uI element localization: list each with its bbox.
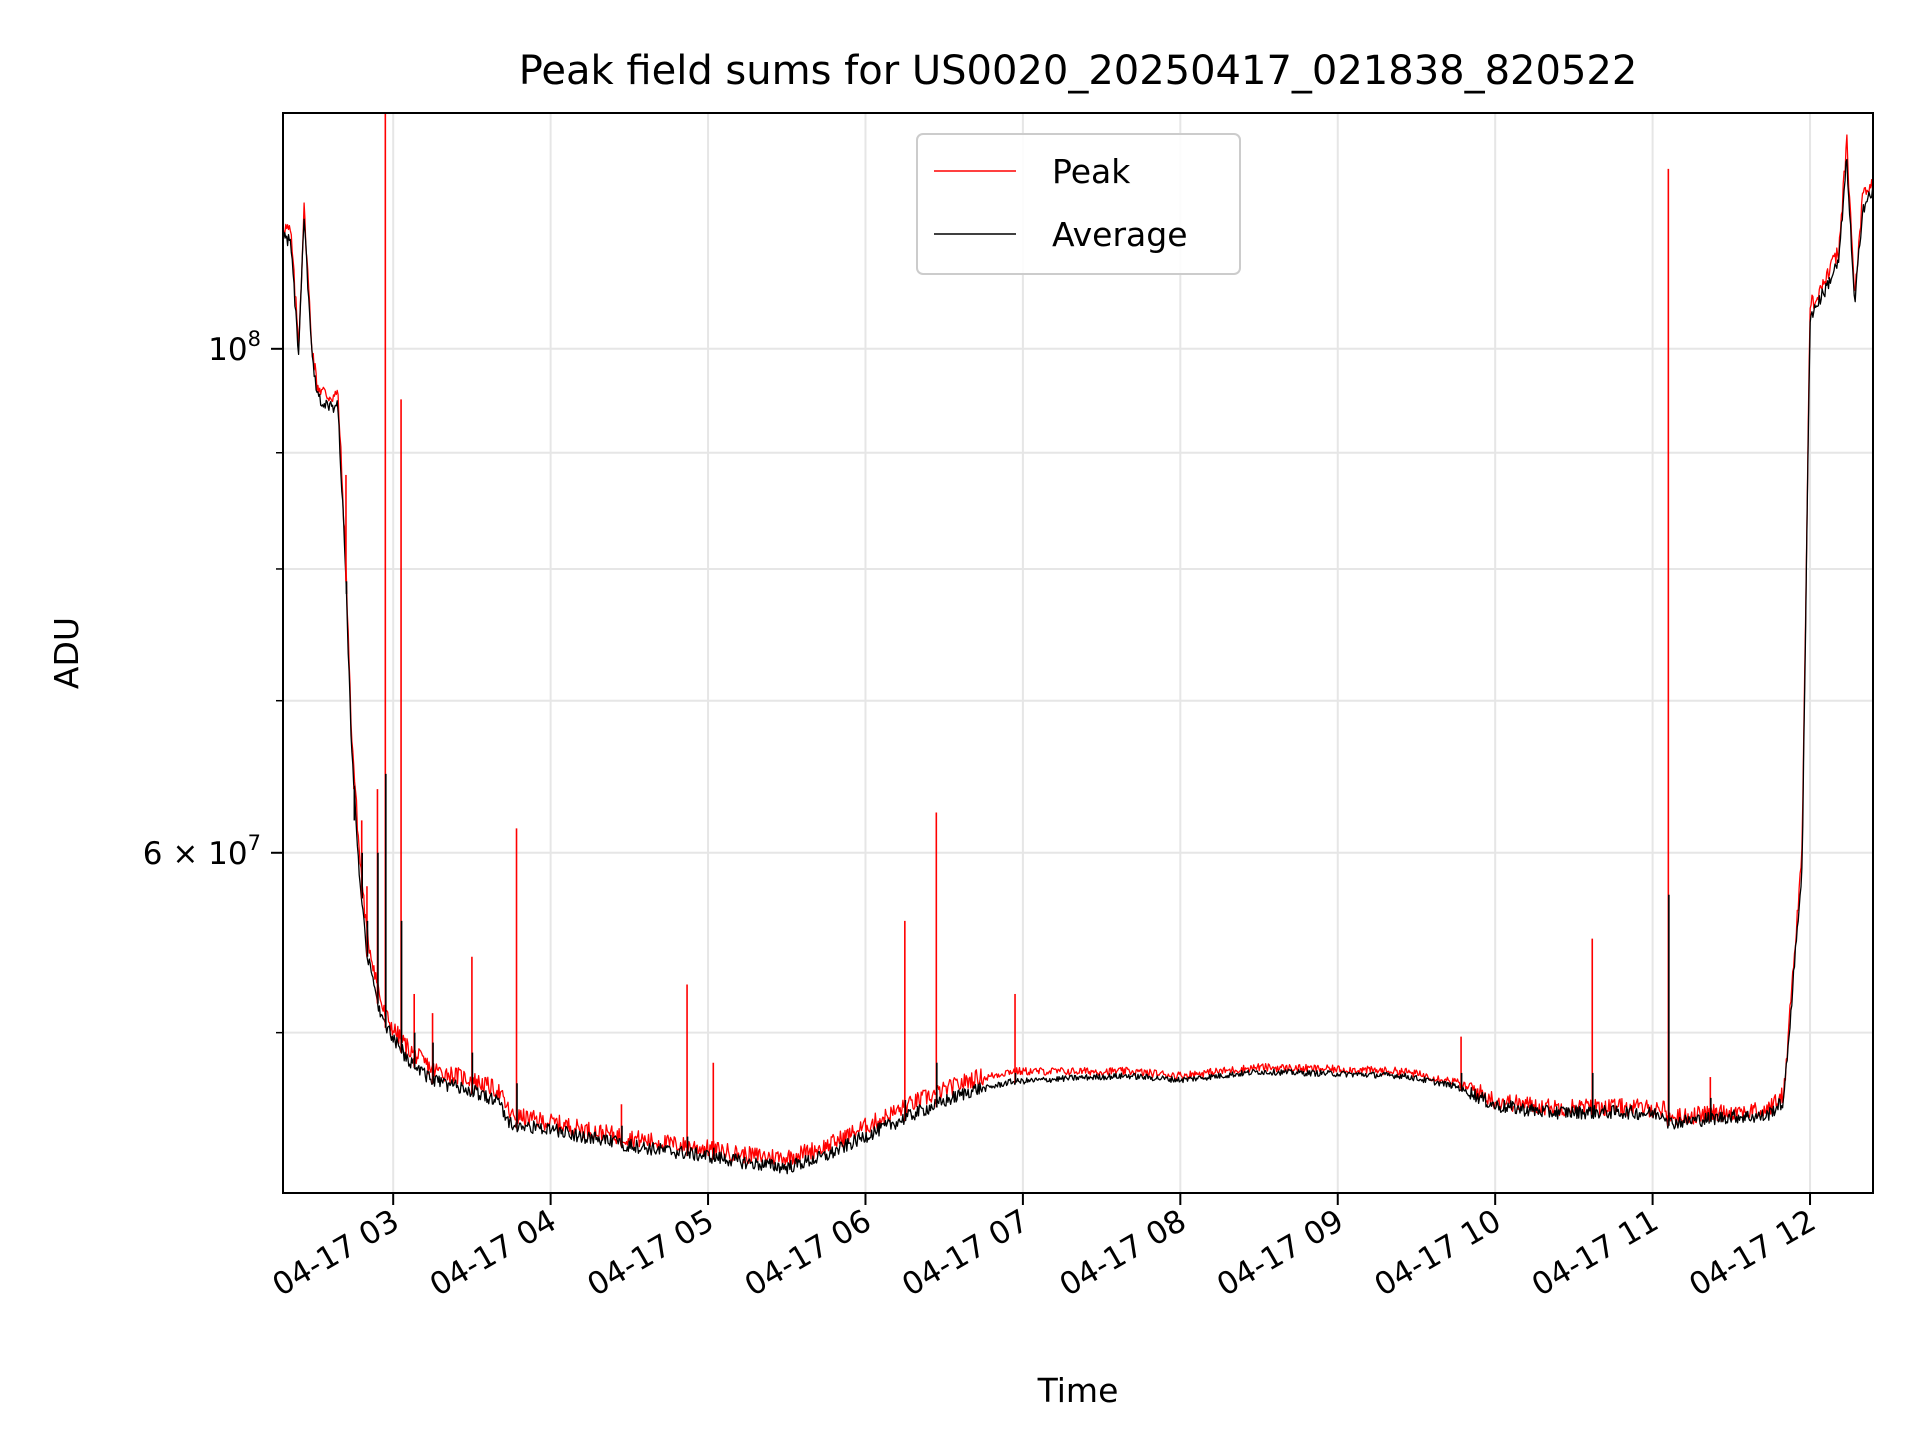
legend-box <box>916 133 1241 275</box>
series-clip-group <box>283 113 1873 1175</box>
series-line-peak <box>283 134 1873 1167</box>
series-line-average <box>283 158 1873 1175</box>
legend-label-average: Average <box>1052 215 1188 254</box>
y-tick-label-1: 6 × 107 <box>143 831 261 872</box>
y-tick-label-0: 108 <box>208 327 261 368</box>
y-axis-label: ADU <box>47 617 86 689</box>
legend-label-peak: Peak <box>1052 152 1131 191</box>
y-axis: 108 6 × 107 <box>143 327 283 1034</box>
grid-lines <box>283 113 1873 1193</box>
legend: Peak Average <box>916 133 1241 275</box>
plot-frame <box>282 112 1874 1194</box>
chart-title: Peak field sums for US0020_20250417_0218… <box>519 48 1638 94</box>
series-layer <box>283 113 1873 1175</box>
x-axis-label: Time <box>1037 1371 1119 1410</box>
